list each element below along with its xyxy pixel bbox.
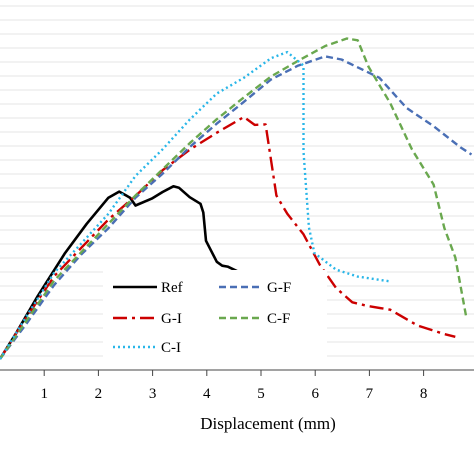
legend-label-ref: Ref: [161, 280, 183, 296]
series-layer: [0, 37, 473, 360]
x-tick-label: 3: [149, 386, 157, 402]
x-tick-label: 8: [420, 386, 428, 402]
series-line-c-i: [0, 50, 391, 360]
legend-label-g-i: G-I: [161, 311, 182, 327]
legend-box: [103, 270, 327, 362]
legend-label-c-i: C-I: [161, 340, 181, 356]
legend: Ref G-F G-I C-F C-I: [103, 270, 327, 362]
x-tick-label: 6: [311, 386, 319, 402]
x-ticks: 1 2 3 4 5 6 7 8: [40, 370, 427, 402]
legend-label-g-f: G-F: [267, 280, 291, 296]
legend-label-c-f: C-F: [267, 311, 290, 327]
x-tick-label: 1: [40, 386, 48, 402]
series-line-g-i: [0, 115, 456, 360]
x-axis-label: Displacement (mm): [200, 414, 336, 433]
series-line-g-f: [0, 55, 473, 360]
x-tick-label: 7: [366, 386, 374, 402]
x-tick-label: 4: [203, 386, 211, 402]
series-line-ref: [0, 185, 240, 360]
x-tick-label: 5: [257, 386, 265, 402]
x-tick-label: 2: [95, 386, 103, 402]
series-line-c-f: [0, 37, 468, 360]
